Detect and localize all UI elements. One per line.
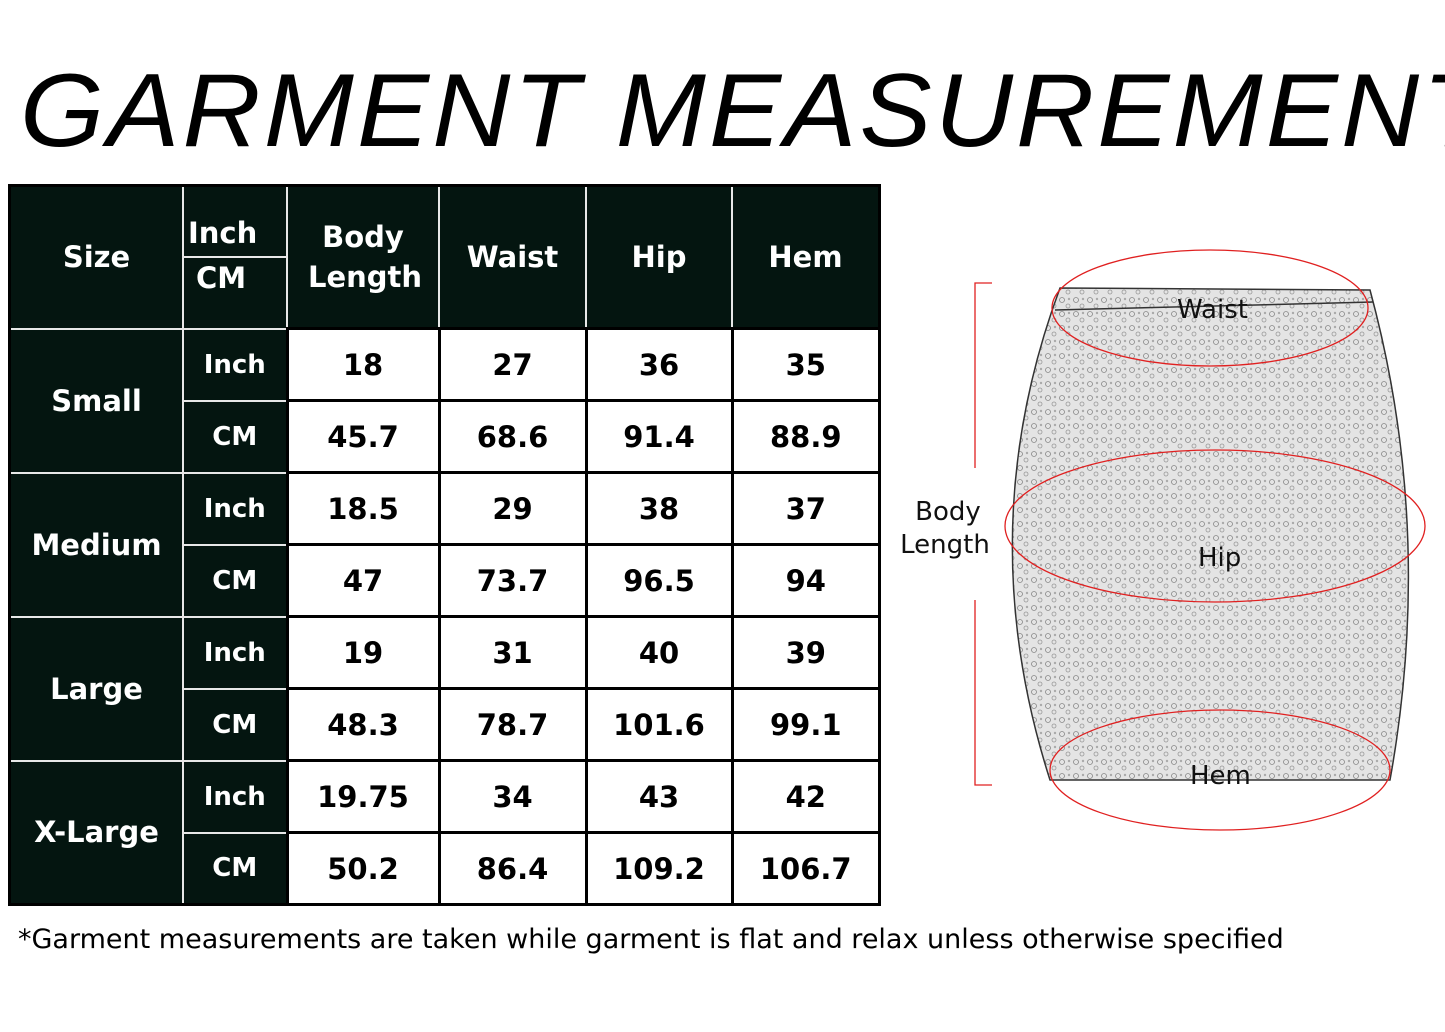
- body-length-label-2: Length: [900, 530, 990, 560]
- table-row-medium-cm: CM 47 73.7 96.5 94: [10, 543, 881, 618]
- value-cell: 19.75: [285, 759, 441, 834]
- table-row-medium-inch: Medium Inch 18.5 29 38 37: [8, 471, 881, 618]
- size-cell: Large: [8, 615, 184, 762]
- unit-cell: CM: [182, 399, 288, 474]
- value-cell: 27: [437, 327, 588, 402]
- value-cell: 73.7: [437, 543, 588, 618]
- value-cell: 47: [285, 543, 441, 618]
- waist-ellipse: [1051, 249, 1369, 367]
- unit-cell: CM: [182, 543, 288, 618]
- skirt-diagram: Waist Hip Hem Body Length: [900, 249, 1426, 831]
- size-cell: Small: [8, 327, 184, 474]
- measurement-table: Size Inch CM Body Length Waist Hip Hem S…: [8, 184, 881, 906]
- value-cell: 36: [584, 327, 734, 402]
- table-header-row: Size Inch CM Body Length Waist Hip Hem: [8, 184, 881, 330]
- hem-label: Hem: [1190, 761, 1251, 791]
- value-cell: 18: [285, 327, 441, 402]
- value-cell: 39: [730, 615, 881, 690]
- page-title: GARMENT MEASUREMENTS: [20, 53, 1445, 169]
- value-cell: 31: [437, 615, 588, 690]
- header-hip: Hip: [585, 184, 733, 330]
- header-unit: Inch CM: [182, 184, 288, 330]
- value-cell: 94: [730, 543, 881, 618]
- header-waist: Waist: [438, 184, 587, 330]
- value-cell: 40: [584, 615, 734, 690]
- table-row-large-cm: CM 48.3 78.7 101.6 99.1: [10, 687, 881, 762]
- header-body-length: Body Length: [286, 184, 440, 330]
- value-cell: 96.5: [584, 543, 734, 618]
- value-cell: 88.9: [730, 399, 881, 474]
- table-row-small-inch: Small Inch 18 27 36 35: [8, 327, 881, 474]
- hip-ellipse: [1004, 449, 1426, 603]
- footnote: *Garment measurements are taken while ga…: [18, 924, 1284, 955]
- value-cell: 45.7: [285, 399, 441, 474]
- value-cell: 48.3: [285, 687, 441, 762]
- body-length-label-1: Body: [915, 497, 981, 527]
- header-size: Size: [8, 184, 184, 330]
- value-cell: 91.4: [584, 399, 734, 474]
- size-cell: X-Large: [8, 759, 184, 906]
- table-row-x-large-inch: X-Large Inch 19.75 34 43 42: [8, 759, 881, 906]
- unit-cell: Inch: [182, 471, 288, 546]
- value-cell: 43: [584, 759, 734, 834]
- table-row-small-cm: CM 45.7 68.6 91.4 88.9: [10, 399, 881, 474]
- value-cell: 37: [730, 471, 881, 546]
- unit-cell: Inch: [182, 759, 288, 834]
- hem-ellipse: [1049, 709, 1391, 831]
- value-cell: 99.1: [730, 687, 881, 762]
- size-cell: Medium: [8, 471, 184, 618]
- value-cell: 35: [730, 327, 881, 402]
- value-cell: 29: [437, 471, 588, 546]
- value-cell: 19: [285, 615, 441, 690]
- unit-cell: CM: [182, 831, 288, 906]
- unit-cell: CM: [182, 687, 288, 762]
- value-cell: 86.4: [437, 831, 588, 906]
- waist-label: Waist: [1177, 295, 1248, 325]
- unit-cell: Inch: [182, 615, 288, 690]
- skirt-shape: [1011, 287, 1410, 781]
- header-hem: Hem: [731, 184, 881, 330]
- table-row-x-large-cm: CM 50.2 86.4 109.2 106.7: [10, 831, 881, 906]
- header-unit-cm: CM: [196, 261, 247, 296]
- value-cell: 18.5: [285, 471, 441, 546]
- value-cell: 109.2: [584, 831, 734, 906]
- table-row-large-inch: Large Inch 19 31 40 39: [8, 615, 881, 762]
- value-cell: 34: [437, 759, 588, 834]
- value-cell: 42: [730, 759, 881, 834]
- value-cell: 38: [584, 471, 734, 546]
- value-cell: 101.6: [584, 687, 734, 762]
- unit-cell: Inch: [182, 327, 288, 402]
- value-cell: 50.2: [285, 831, 441, 906]
- value-cell: 106.7: [730, 831, 881, 906]
- value-cell: 68.6: [437, 399, 588, 474]
- hip-label: Hip: [1198, 543, 1241, 573]
- header-unit-inch: Inch: [184, 188, 286, 259]
- value-cell: 78.7: [437, 687, 588, 762]
